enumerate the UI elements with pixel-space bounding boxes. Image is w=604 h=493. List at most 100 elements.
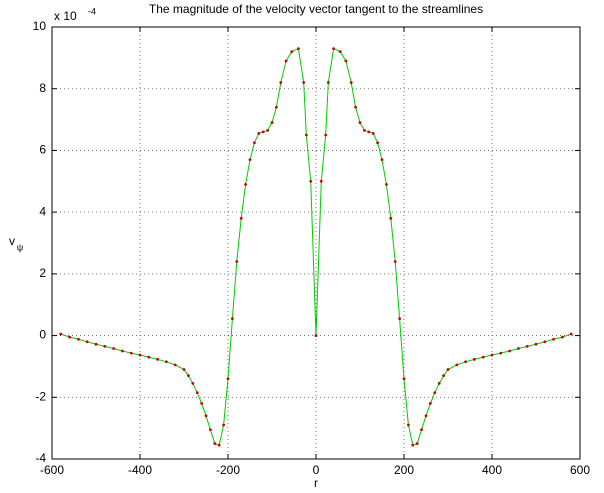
y-tick-label: 2	[39, 266, 46, 280]
data-point	[393, 260, 397, 263]
data-point	[297, 47, 300, 50]
data-point	[156, 357, 160, 361]
data-point	[231, 317, 234, 320]
data-point	[235, 260, 239, 263]
plot-frame	[51, 26, 581, 460]
data-point	[209, 428, 212, 432]
data-point	[349, 81, 353, 84]
data-point	[552, 337, 555, 341]
x-tick-label: 600	[570, 463, 590, 477]
y-tick-label: 4	[39, 204, 46, 218]
data-point	[389, 216, 393, 220]
data-point	[173, 363, 177, 367]
data-point	[257, 132, 261, 135]
data-point	[147, 355, 151, 359]
data-point	[376, 141, 379, 145]
data-point	[517, 347, 520, 350]
x-tick-label: 200	[394, 463, 414, 477]
data-point	[407, 423, 410, 427]
y-axis-label: v	[9, 234, 15, 248]
data-point	[302, 81, 306, 84]
y-tick-label: 8	[39, 81, 46, 95]
y-multiplier-exponent: -4	[88, 6, 96, 16]
data-point	[217, 443, 221, 447]
data-point	[411, 443, 415, 447]
data-point	[433, 391, 437, 395]
data-point	[332, 47, 335, 50]
x-tick-label: -400	[128, 463, 152, 477]
data-point	[481, 355, 485, 359]
data-point	[304, 133, 308, 137]
data-point	[358, 121, 362, 125]
data-point	[138, 353, 142, 357]
x-tick-label: -600	[40, 463, 64, 477]
data-point	[226, 377, 230, 381]
y-multiplier: x 10	[54, 9, 77, 23]
data-point	[94, 342, 98, 346]
data-point	[165, 360, 168, 364]
y-axis-label-subscript: ψ	[17, 242, 23, 252]
x-tick-label: 400	[482, 463, 502, 477]
data-point	[402, 377, 406, 381]
data-point	[191, 382, 195, 385]
data-point	[473, 357, 476, 361]
data-point	[326, 81, 330, 84]
data-point	[464, 360, 467, 364]
data-point	[424, 414, 428, 418]
data-point	[309, 179, 313, 183]
x-tick-label: -200	[216, 463, 240, 477]
data-point	[525, 344, 529, 348]
data-point	[354, 105, 357, 109]
data-point	[314, 334, 318, 337]
data-point	[338, 50, 342, 54]
data-point	[415, 442, 419, 445]
data-point	[266, 128, 269, 132]
data-point	[455, 363, 459, 367]
data-point	[561, 335, 564, 339]
data-point	[398, 317, 401, 320]
data-point	[508, 349, 511, 353]
data-point	[239, 216, 243, 220]
data-point	[213, 442, 217, 445]
data-point	[371, 132, 375, 135]
data-point	[103, 344, 107, 348]
data-point	[543, 340, 547, 344]
x-tick-label: 0	[313, 463, 320, 477]
data-point	[569, 332, 573, 336]
data-point	[367, 130, 371, 134]
y-tick-label: 0	[39, 328, 46, 342]
data-point	[490, 353, 494, 357]
x-axis-label: r	[314, 476, 318, 490]
data-point	[275, 105, 278, 109]
data-point	[446, 368, 450, 371]
data-point	[279, 81, 283, 84]
data-point	[420, 428, 423, 432]
data-point	[261, 130, 265, 134]
data-point	[534, 342, 538, 346]
data-point	[222, 423, 226, 427]
data-point	[429, 402, 432, 405]
data-point	[121, 349, 124, 353]
data-point	[442, 374, 445, 378]
data-point	[68, 335, 71, 339]
y-tick-label: -4	[35, 451, 46, 465]
y-tick-label: 6	[39, 143, 46, 157]
data-point	[112, 347, 115, 350]
data-point	[195, 391, 199, 395]
data-point	[385, 182, 388, 186]
data-point	[59, 332, 63, 336]
data-point	[324, 133, 328, 137]
data-point	[248, 158, 252, 162]
data-point	[319, 179, 323, 183]
data-point	[363, 128, 366, 132]
y-tick-label: 10	[33, 19, 47, 33]
data-point	[290, 50, 294, 54]
data-point	[200, 402, 204, 405]
data-point	[182, 368, 186, 371]
data-point	[380, 158, 384, 162]
data-point	[253, 141, 256, 145]
y-tick-label: -2	[35, 389, 46, 403]
data-point	[129, 351, 133, 355]
